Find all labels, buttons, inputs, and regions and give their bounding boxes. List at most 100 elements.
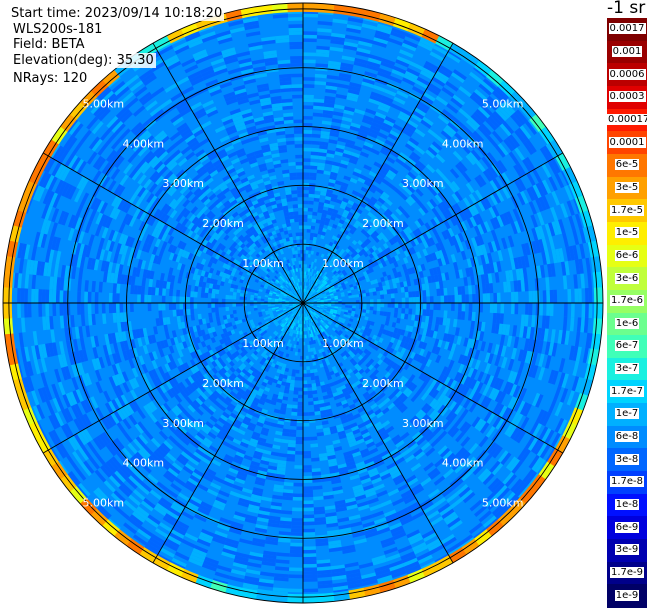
beta-cell [310, 236, 314, 240]
beta-cell [303, 465, 312, 469]
beta-cell [296, 437, 303, 441]
beta-cell [303, 514, 314, 518]
beta-cell [458, 295, 462, 303]
beta-cell [383, 311, 387, 316]
beta-cell [310, 369, 314, 373]
beta-cell [134, 285, 138, 294]
beta-cell [190, 303, 194, 309]
beta-cell [303, 391, 308, 395]
beta-cell [303, 553, 316, 557]
beta-cell [307, 225, 311, 229]
beta-cell [291, 529, 303, 533]
beta-cell [288, 443, 296, 447]
beta-cell [250, 297, 254, 300]
beta-cell [297, 412, 303, 416]
beta-cell [373, 310, 377, 314]
beta-cell [162, 303, 166, 310]
beta-cell [287, 450, 295, 454]
beta-cell [308, 391, 313, 395]
beta-cell [52, 290, 56, 303]
beta-cell [162, 296, 166, 303]
beta-cell [493, 293, 497, 303]
beta-cell [338, 299, 342, 301]
beta-cell [398, 303, 402, 308]
beta-cell [303, 158, 311, 162]
beta-cell [415, 309, 419, 315]
beta-cell [306, 250, 309, 254]
beta-cell [303, 529, 315, 533]
beta-cell [313, 233, 317, 237]
beta-cell [291, 532, 303, 536]
beta-cell [151, 287, 155, 295]
beta-cell [511, 303, 515, 314]
beta-cell [567, 289, 571, 303]
beta-cell [309, 187, 315, 191]
beta-cell [307, 384, 312, 388]
beta-cell [201, 292, 205, 298]
beta-cell [112, 293, 116, 303]
beta-cell [292, 369, 296, 373]
beta-cell [49, 290, 53, 303]
beta-cell [250, 295, 254, 298]
beta-cell [198, 314, 202, 320]
beta-cell [312, 468, 321, 472]
beta-cell [401, 308, 405, 314]
beta-cell [52, 303, 56, 316]
beta-cell [130, 285, 134, 294]
beta-cell [187, 309, 191, 315]
beta-cell [310, 162, 318, 166]
beta-cell [303, 423, 309, 427]
beta-cell [303, 176, 310, 180]
beta-cell [471, 312, 475, 321]
beta-cell [303, 486, 313, 490]
beta-cell [31, 289, 35, 303]
beta-cell [529, 291, 533, 303]
beta-cell [288, 440, 296, 444]
beta-cell [155, 288, 159, 296]
beta-cell [215, 289, 219, 294]
beta-cell [409, 297, 413, 303]
beta-cell [458, 303, 462, 311]
beta-cell [176, 309, 180, 316]
beta-cell [404, 314, 408, 320]
beta-cell [291, 525, 303, 529]
beta-cell [116, 293, 120, 303]
beta-cell [169, 303, 173, 310]
beta-cell [430, 296, 434, 303]
beta-cell [190, 297, 194, 303]
beta-cell [310, 173, 317, 177]
beta-cell [312, 212, 317, 216]
beta-cell [211, 308, 215, 313]
beta-cell [457, 311, 461, 319]
beta-cell [402, 298, 406, 303]
beta-cell [423, 297, 427, 303]
beta-cell [514, 303, 518, 314]
beta-cell [239, 303, 243, 306]
beta-cell [303, 35, 317, 39]
beta-cell [292, 518, 303, 522]
beta-cell [194, 303, 198, 309]
beta-cell [300, 363, 303, 367]
beta-cell [387, 289, 391, 294]
beta-cell [211, 303, 215, 308]
beta-cell [581, 303, 585, 318]
beta-cell [377, 307, 381, 311]
beta-cell [190, 309, 194, 315]
beta-cell [529, 303, 533, 315]
beta-cell [315, 379, 320, 383]
beta-cell [230, 288, 234, 292]
beta-cell [303, 239, 306, 243]
beta-cell [289, 567, 303, 571]
beta-cell [391, 298, 395, 303]
beta-cell [310, 436, 317, 440]
beta-cell [493, 303, 497, 313]
beta-cell [109, 303, 113, 313]
beta-cell [394, 313, 398, 318]
beta-cell [303, 532, 315, 536]
beta-cell [81, 303, 85, 315]
beta-cell [380, 290, 384, 295]
beta-cell [373, 291, 377, 295]
beta-cell [222, 299, 226, 303]
beta-cell [303, 437, 310, 441]
beta-cell [204, 293, 208, 298]
